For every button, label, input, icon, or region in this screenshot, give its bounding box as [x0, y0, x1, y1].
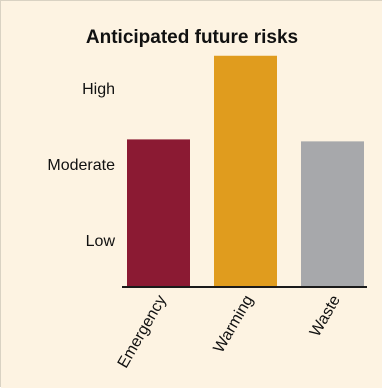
bar-waste: [301, 141, 364, 287]
bar-emergency: [127, 139, 190, 287]
y-tick-label-low: Low: [86, 233, 116, 250]
y-axis-tick-labels: Low Moderate High: [47, 81, 115, 250]
bar-warming: [214, 55, 277, 288]
y-tick-label-moderate: Moderate: [47, 157, 115, 174]
y-tick-label-high: High: [82, 81, 115, 98]
bars: [127, 55, 364, 288]
chart-title: Anticipated future risks: [86, 27, 298, 48]
